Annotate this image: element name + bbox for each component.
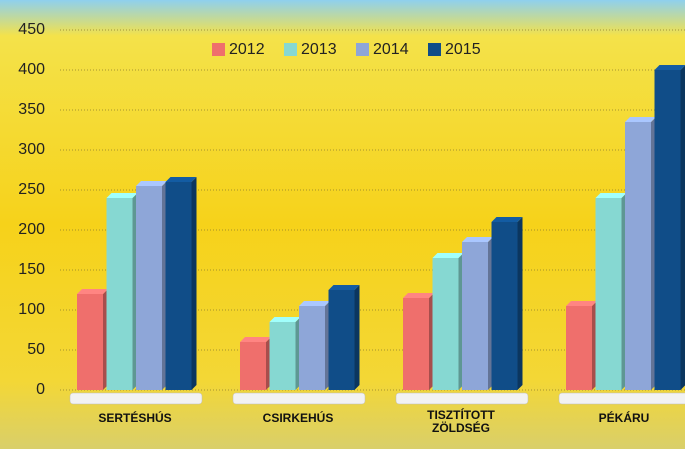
y-tick-label: 200 xyxy=(18,221,45,238)
y-tick-label: 150 xyxy=(18,261,45,278)
x-tick-label: PÉKÁRU xyxy=(598,411,650,425)
bar-top xyxy=(106,193,138,198)
bar xyxy=(462,242,488,390)
legend-label: 2015 xyxy=(445,41,481,58)
category-plate xyxy=(69,392,203,405)
x-tick-label: CSIRKEHÚS xyxy=(262,411,334,425)
legend-swatch xyxy=(212,43,225,56)
y-tick-label: 0 xyxy=(36,381,45,398)
bar-top xyxy=(403,293,434,298)
bar-top xyxy=(77,289,108,294)
category-plate xyxy=(395,392,529,405)
bar-top xyxy=(328,285,360,290)
bar xyxy=(654,70,681,390)
bar xyxy=(625,122,651,390)
y-tick-label: 250 xyxy=(18,181,45,198)
y-tick-label: 300 xyxy=(18,141,45,158)
y-tick-label: 450 xyxy=(18,21,45,38)
bar xyxy=(77,294,103,390)
legend-swatch xyxy=(284,43,297,56)
bar xyxy=(491,222,518,390)
bar-top xyxy=(269,317,301,322)
bar xyxy=(240,342,266,390)
bar-top xyxy=(625,117,656,122)
legend-label: 2014 xyxy=(373,41,409,58)
y-tick-label: 50 xyxy=(27,341,45,358)
bar xyxy=(566,306,592,390)
bar-top xyxy=(595,193,627,198)
bar-top xyxy=(165,177,197,182)
y-tick-label: 350 xyxy=(18,101,45,118)
bar xyxy=(403,298,429,390)
bar xyxy=(165,182,192,390)
category-plate xyxy=(558,392,685,405)
bar-top xyxy=(432,253,464,258)
bar-top xyxy=(136,181,167,186)
bar-top xyxy=(566,301,597,306)
bar-side xyxy=(354,285,360,390)
legend-swatch xyxy=(428,43,441,56)
x-tick-label: TISZTÍTOTT ZÖLDSÉG xyxy=(427,408,495,435)
bar xyxy=(432,258,459,390)
bar-top xyxy=(240,337,271,342)
bar-top xyxy=(654,65,685,70)
category-plate xyxy=(232,392,366,405)
y-tick-label: 100 xyxy=(18,301,45,318)
legend-label: 2012 xyxy=(229,41,265,58)
bar-top xyxy=(491,217,523,222)
bar xyxy=(299,306,325,390)
legend-label: 2013 xyxy=(301,41,337,58)
bar xyxy=(136,186,162,390)
x-tick-label: SERTÉSHÚS xyxy=(98,411,172,425)
bar xyxy=(106,198,133,390)
bar-top xyxy=(299,301,330,306)
bar xyxy=(595,198,622,390)
legend-swatch xyxy=(356,43,369,56)
y-tick-label: 400 xyxy=(18,61,45,78)
bar-side xyxy=(680,65,685,390)
bar xyxy=(328,290,355,390)
bar-side xyxy=(191,177,197,390)
bar-top xyxy=(462,237,493,242)
bar-side xyxy=(517,217,523,390)
bar xyxy=(269,322,296,390)
